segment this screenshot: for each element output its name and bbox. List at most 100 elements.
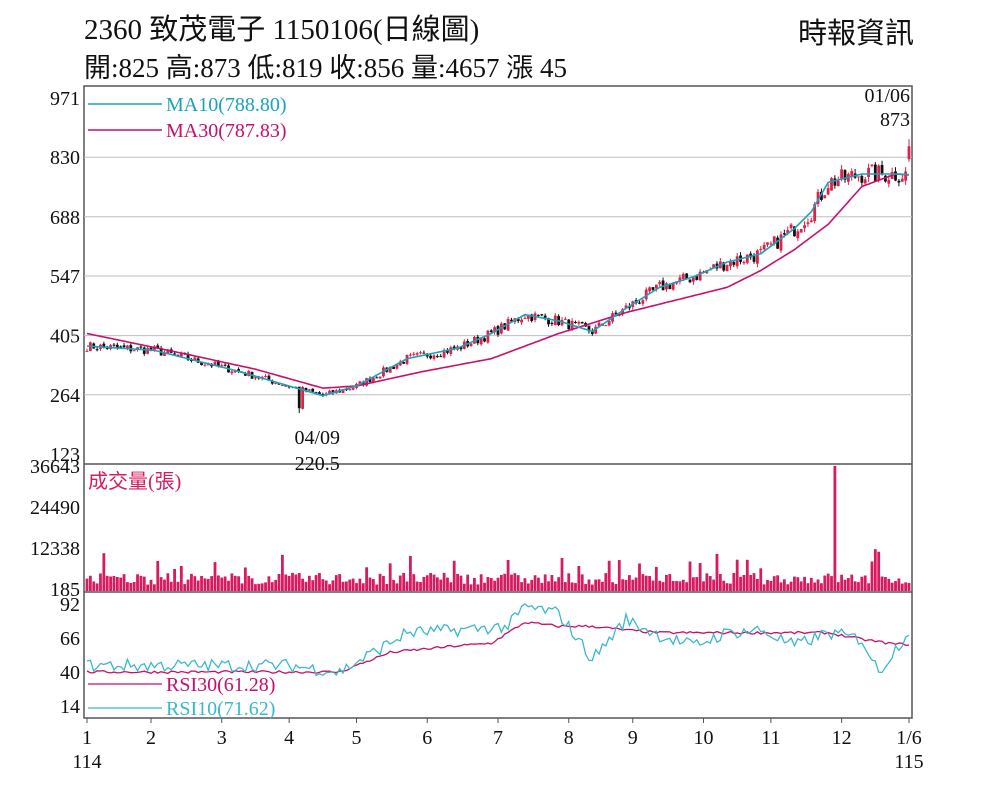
x-tick-label: 11	[761, 727, 780, 749]
candle-body	[786, 229, 790, 234]
candle-body	[540, 314, 544, 316]
candle-body	[307, 389, 311, 391]
x-tick-label: 12	[832, 727, 852, 749]
volume-bar	[782, 579, 786, 591]
volume-bar	[567, 573, 571, 591]
candle-body	[796, 231, 800, 239]
candle-body	[142, 347, 146, 354]
candle-body	[880, 164, 884, 174]
volume-bar	[173, 568, 176, 591]
candle-body	[772, 236, 776, 244]
volume-bar	[264, 582, 267, 591]
volume-bar	[334, 575, 338, 591]
volume-bar	[358, 578, 362, 591]
candle-body	[793, 226, 796, 237]
candle-body	[668, 284, 672, 290]
volume-bar	[301, 578, 305, 591]
price-tick-label: 123	[50, 444, 80, 466]
low-date-label: 04/09	[294, 427, 340, 449]
candle-body	[489, 330, 493, 333]
volume-bar	[213, 562, 217, 591]
volume-bar	[277, 573, 281, 591]
volume-bar	[705, 573, 709, 591]
volume-bar	[287, 575, 291, 591]
volume-bar	[449, 582, 453, 591]
volume-bar	[617, 560, 621, 591]
volume-bar	[722, 580, 726, 591]
volume-bar	[203, 578, 207, 591]
candle-body	[179, 353, 183, 357]
volume-bar	[830, 576, 833, 591]
rsi-legend-label: RSI10(71.62)	[166, 698, 275, 720]
candle-body	[200, 362, 203, 366]
candle-body	[833, 178, 837, 186]
volume-bar	[634, 577, 638, 591]
candle-body	[547, 318, 550, 325]
volume-bar	[409, 555, 412, 591]
volume-bar	[870, 561, 874, 591]
volume-bar	[442, 572, 446, 591]
candle-body	[331, 390, 335, 394]
volume-bar	[685, 582, 689, 591]
x-tick-label: 3	[217, 727, 227, 749]
volume-bar	[590, 584, 594, 591]
candle-body	[243, 372, 247, 376]
volume-bar	[250, 578, 254, 591]
volume-bar	[169, 581, 173, 591]
volume-bar	[142, 576, 146, 591]
candle-body	[173, 353, 176, 355]
candle-body	[574, 321, 577, 323]
volume-bar	[742, 574, 746, 591]
candle-body	[126, 345, 129, 349]
volume-bar	[388, 563, 392, 591]
rsi-tick-label: 92	[60, 594, 80, 616]
volume-bar	[149, 579, 153, 591]
volume-bar	[604, 573, 608, 591]
volume-bar	[452, 560, 456, 591]
volume-tick-label: 36643	[30, 456, 80, 478]
candle-body	[729, 260, 732, 267]
legend-label: MA10(788.80)	[166, 94, 287, 116]
volume-bar	[860, 576, 864, 591]
candle-body	[203, 364, 207, 366]
x-tick-label: 9	[628, 727, 638, 749]
candle-body	[115, 344, 119, 348]
candle-body	[661, 280, 665, 291]
volume-bar	[230, 573, 234, 591]
volume-bar	[510, 574, 513, 591]
candle-body	[297, 386, 301, 409]
volume-bar	[152, 584, 156, 591]
volume-bar	[661, 582, 665, 591]
candle-body	[799, 228, 803, 233]
candle-body	[897, 180, 901, 183]
candle-body	[530, 314, 534, 321]
candle-body	[409, 354, 412, 356]
volume-bar	[853, 581, 857, 591]
candle-body	[274, 382, 278, 384]
volume-bar	[698, 563, 702, 591]
volume-bar	[624, 579, 628, 591]
volume-tick-label: 24490	[30, 497, 80, 519]
volume-bar	[345, 581, 348, 591]
candle-body	[587, 325, 591, 332]
volume-bar	[355, 583, 358, 591]
volume-bar	[762, 584, 766, 591]
volume-bar	[712, 579, 716, 591]
volume-bar	[644, 575, 648, 591]
rsi-tick-label: 40	[60, 662, 80, 684]
candle-body	[695, 276, 699, 280]
volume-bar	[557, 577, 561, 591]
volume-bar	[163, 579, 166, 591]
candle-body	[762, 244, 766, 250]
rsi30-line	[86, 621, 910, 675]
candle-body	[604, 325, 608, 327]
candle-body	[510, 319, 513, 322]
volume-bar	[779, 582, 783, 591]
candle-body	[691, 277, 695, 282]
volume-bar	[806, 583, 810, 591]
candle-body	[429, 355, 433, 359]
ma10-line	[86, 173, 910, 397]
candle-body	[402, 361, 406, 364]
volume-bar	[506, 559, 510, 591]
volume-bar	[846, 577, 850, 591]
